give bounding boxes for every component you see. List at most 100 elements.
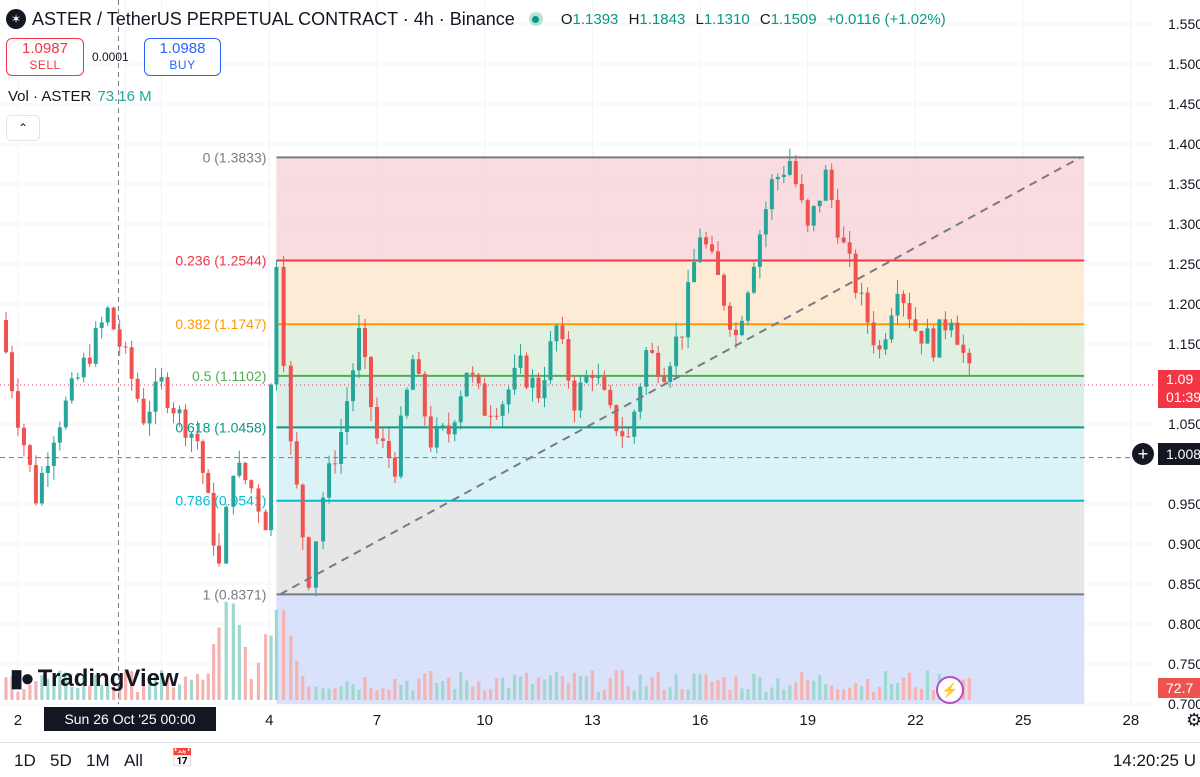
volume-bar xyxy=(812,680,816,700)
candle-body xyxy=(823,169,828,201)
buy-button[interactable]: 1.0988 BUY xyxy=(144,38,221,76)
volume-bar xyxy=(836,689,840,700)
add-alert-plus-icon[interactable]: + xyxy=(1132,443,1154,465)
candle-body xyxy=(686,282,691,338)
time-tick-label: 13 xyxy=(584,712,601,729)
candle-body xyxy=(256,488,261,512)
candle-body xyxy=(572,380,577,411)
candle-body xyxy=(704,237,709,245)
candle-body xyxy=(392,457,397,477)
calendar-icon[interactable]: 📅 xyxy=(171,748,194,768)
candle-body xyxy=(243,462,248,481)
volume-bar xyxy=(489,689,493,700)
candle-body xyxy=(171,407,176,414)
volume-bar xyxy=(295,660,299,700)
candle-body xyxy=(422,373,427,417)
price-tick-label: 1.350 xyxy=(1168,176,1200,192)
candle-body xyxy=(518,355,523,368)
price-tick-label: 0.900 xyxy=(1168,536,1200,552)
volume-bar xyxy=(375,690,379,700)
volume-bar xyxy=(112,686,116,700)
candle-body xyxy=(105,307,110,323)
price-tick-label: 1.400 xyxy=(1168,136,1200,152)
volume-bar xyxy=(967,677,971,700)
volume-bar xyxy=(411,690,415,700)
candle-body xyxy=(883,339,888,350)
volume-bar xyxy=(195,674,200,700)
volume-bar xyxy=(542,679,547,700)
volume-bar xyxy=(465,680,469,700)
price-tick-label: 0.950 xyxy=(1168,496,1200,512)
price-tick-label: 0.800 xyxy=(1168,616,1200,632)
fib-label-0.382: 0.382 (1.1747) xyxy=(175,316,266,332)
current-price-tag: 1.09 01:39 xyxy=(1158,370,1200,408)
settings-gear-icon[interactable]: ⚙ xyxy=(1186,710,1200,730)
candle-body xyxy=(620,431,625,437)
timeframe-1m[interactable]: 1M xyxy=(86,751,110,770)
volume-bar xyxy=(224,601,228,700)
spread-value: 0.0001 xyxy=(92,50,129,64)
volume-bar xyxy=(758,677,762,700)
candle-body xyxy=(877,345,882,350)
candle-body xyxy=(925,328,930,344)
timeframe-all[interactable]: All xyxy=(124,751,143,770)
candle-body xyxy=(698,237,703,263)
volume-bar xyxy=(728,689,732,700)
lightning-icon[interactable]: ⚡ xyxy=(936,676,964,704)
volume-bar xyxy=(16,691,20,700)
candle-body xyxy=(967,352,972,364)
volume-bar xyxy=(602,689,606,700)
market-open-indicator-icon xyxy=(528,12,543,26)
volume-bar xyxy=(590,670,594,700)
timeframe-5d[interactable]: 5D xyxy=(50,751,72,770)
candle-body xyxy=(111,307,116,330)
volume-bar xyxy=(314,686,318,700)
volume-bar xyxy=(620,670,624,700)
volume-bar xyxy=(895,683,900,700)
crosshair-price-tag: 1.008 xyxy=(1158,443,1200,465)
candle-body xyxy=(123,346,128,348)
candle-body xyxy=(871,322,876,346)
symbol-header[interactable]: ✶ ASTER / TetherUS PERPETUAL CONTRACT · … xyxy=(6,6,946,32)
price-tick-label: 0.750 xyxy=(1168,656,1200,672)
volume-bar xyxy=(301,676,305,700)
price-tick-label: 1.200 xyxy=(1168,296,1200,312)
volume-bar xyxy=(608,677,612,700)
sell-button[interactable]: 1.0987 SELL xyxy=(6,38,84,76)
candle-body xyxy=(452,422,457,435)
volume-bar xyxy=(788,685,792,700)
chevron-up-icon: ⌃ xyxy=(17,121,29,135)
volume-bar xyxy=(776,678,780,700)
volume-bar xyxy=(770,687,774,700)
candle-body xyxy=(45,465,50,473)
fib-label-0: 0 (1.3833) xyxy=(203,149,267,165)
volume-bar xyxy=(662,689,666,700)
volume-bar xyxy=(626,686,630,700)
volume-bar xyxy=(289,635,293,700)
candle-body xyxy=(530,377,535,388)
buy-price: 1.0988 xyxy=(159,40,206,57)
candle-body xyxy=(716,251,721,275)
candle-body xyxy=(165,377,170,408)
candle-body xyxy=(93,327,98,364)
candle-body xyxy=(865,292,870,323)
time-tick-label: 7 xyxy=(373,712,381,729)
volume-bar xyxy=(417,678,421,700)
volume-bar xyxy=(147,685,152,700)
candle-body xyxy=(787,161,792,175)
candle-body xyxy=(327,463,332,498)
timeframe-1d[interactable]: 1D xyxy=(14,751,36,770)
volume-bar xyxy=(206,673,210,700)
candle-body xyxy=(368,356,373,408)
collapse-legend-button[interactable]: ⌃ xyxy=(6,115,40,141)
candle-body xyxy=(799,184,804,201)
candle-body xyxy=(602,376,607,390)
candle-body xyxy=(566,339,571,381)
volume-bar xyxy=(794,682,798,700)
volume-bar xyxy=(40,675,44,700)
time-tick-label: 28 xyxy=(1123,712,1140,729)
volume-bar xyxy=(459,671,463,700)
candle-body xyxy=(39,472,44,504)
candle-body xyxy=(216,545,221,564)
